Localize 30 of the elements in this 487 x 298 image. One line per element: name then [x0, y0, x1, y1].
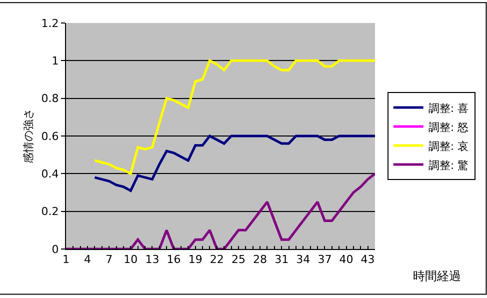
x-tick-label: 40 [339, 253, 354, 266]
x-tick-label: 34 [296, 253, 310, 266]
y-tick-label: 0.2 [41, 205, 59, 218]
x-tick-label: 16 [166, 253, 181, 266]
x-tick-label: 13 [145, 253, 160, 266]
y-tick-label: 1 [52, 54, 59, 68]
legend-label: 調整: 哀 [428, 140, 469, 153]
x-tick-label: 4 [84, 253, 92, 266]
line-series [93, 134, 375, 192]
legend-label: 調整: 驚 [428, 158, 469, 172]
y-tick-label: 1.2 [41, 16, 59, 30]
x-tick-label: 1 [62, 253, 70, 266]
x-tick-label: 25 [231, 253, 246, 266]
legend-label: 調整: 怒 [428, 120, 469, 134]
x-tick-label: 43 [360, 253, 375, 266]
y-tick-label: 0 [52, 242, 59, 256]
x-tick-label: 22 [210, 253, 224, 266]
x-axis-title: 時間経過 [413, 269, 461, 283]
legend-label: 調整: 喜 [428, 102, 469, 115]
y-tick-label: 0.8 [41, 92, 59, 106]
x-tick-label: 19 [188, 253, 202, 266]
x-tick-label: 31 [274, 253, 289, 266]
line-series [93, 59, 375, 175]
y-tick-label: 0.4 [41, 168, 59, 181]
x-tick-label: 7 [106, 253, 113, 266]
y-axis-title: 感情の強さ [22, 108, 35, 164]
x-tick-label: 10 [124, 253, 138, 266]
x-tick-label: 28 [253, 253, 268, 266]
x-tick-label: 37 [318, 253, 332, 266]
y-tick-label: 0.6 [41, 130, 59, 143]
